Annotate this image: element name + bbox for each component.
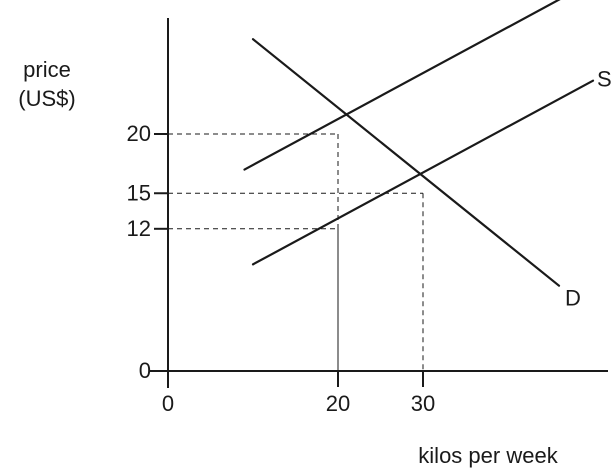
curve-label-d: D	[565, 286, 581, 311]
y-tick-label: 20	[127, 121, 151, 146]
tick-labels: 0 12 15 20 0 20 30	[127, 121, 436, 416]
curve-label-s2: S2	[597, 67, 611, 97]
curve-label-s1: S1	[589, 0, 611, 2]
curve-d	[251, 38, 561, 287]
x-tick-label: 20	[326, 391, 350, 416]
reference-lines	[168, 133, 424, 371]
y-tick-label: 12	[127, 216, 151, 241]
x-axis-label: kilos per week	[418, 443, 558, 468]
curve-s2	[251, 79, 595, 266]
y-axis-label: price	[23, 57, 71, 82]
x-tick-label: 30	[411, 391, 435, 416]
axis-labels: price (US$) kilos per week	[18, 57, 558, 468]
y-tick-label: 0	[139, 358, 151, 383]
y-tick-label: 15	[127, 180, 151, 205]
y-axis-unit-label: (US$)	[18, 86, 75, 111]
curves: S1 S2 D	[243, 0, 611, 311]
curve-s1	[243, 0, 561, 171]
axes	[150, 18, 608, 388]
x-tick-label: 0	[162, 391, 174, 416]
